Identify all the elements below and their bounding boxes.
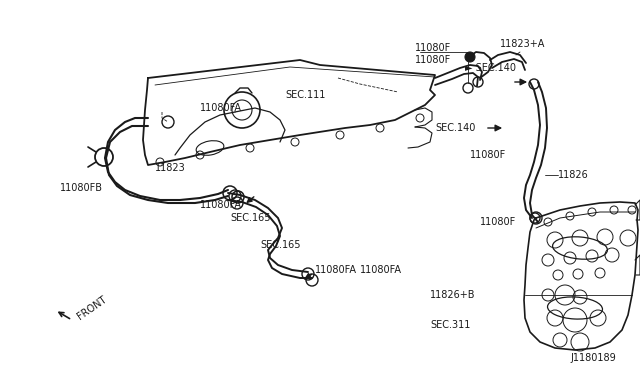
Text: 11823+A: 11823+A <box>500 39 545 49</box>
Text: SEC.140: SEC.140 <box>435 123 476 133</box>
Text: 11080FA: 11080FA <box>200 103 242 113</box>
Text: 11080F: 11080F <box>415 55 451 65</box>
Text: SEC.165: SEC.165 <box>260 240 301 250</box>
Text: 11080FB: 11080FB <box>60 183 103 193</box>
Text: 11826: 11826 <box>558 170 589 180</box>
Text: 11080FA: 11080FA <box>360 265 402 275</box>
Text: 11823: 11823 <box>155 163 186 173</box>
Circle shape <box>465 52 475 62</box>
Text: SEC.165: SEC.165 <box>230 213 271 223</box>
Text: J1180189: J1180189 <box>570 353 616 363</box>
Text: 11080FA: 11080FA <box>200 200 242 210</box>
Text: ► SEC.140: ► SEC.140 <box>465 63 516 73</box>
Text: 11826+B: 11826+B <box>430 290 476 300</box>
Text: FRONT: FRONT <box>75 294 108 322</box>
Text: 11080F: 11080F <box>480 217 516 227</box>
Text: 11080F: 11080F <box>470 150 506 160</box>
Text: SEC.311: SEC.311 <box>430 320 470 330</box>
Text: 11080FA: 11080FA <box>315 265 357 275</box>
Text: 11080F: 11080F <box>415 43 451 53</box>
Text: SEC.111: SEC.111 <box>285 90 325 100</box>
